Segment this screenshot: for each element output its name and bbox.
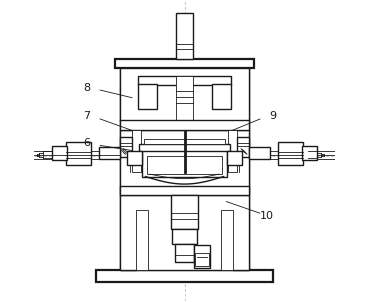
Bar [171, 194, 198, 229]
Bar [52, 146, 67, 160]
Bar [142, 149, 227, 177]
Bar [144, 139, 225, 144]
Bar [120, 194, 249, 270]
Bar [227, 151, 242, 165]
Text: 8: 8 [83, 83, 90, 93]
Bar [120, 130, 249, 194]
Bar [139, 144, 230, 151]
Bar [147, 156, 222, 174]
Text: 9: 9 [270, 111, 277, 121]
Bar [234, 62, 249, 270]
Bar [176, 76, 193, 121]
Bar [120, 120, 249, 130]
Bar [302, 146, 317, 160]
Bar [193, 245, 210, 268]
Bar [278, 142, 303, 165]
Bar [120, 68, 249, 121]
Text: 6: 6 [83, 139, 90, 149]
Bar [120, 137, 132, 157]
Bar [175, 244, 194, 262]
Bar [228, 130, 237, 172]
Bar [66, 142, 91, 165]
Bar [127, 151, 142, 165]
Bar [99, 147, 120, 159]
Bar [137, 210, 148, 270]
Bar [195, 252, 208, 266]
Text: 7: 7 [83, 111, 90, 121]
Bar [172, 229, 197, 244]
Bar [138, 76, 231, 85]
Bar [120, 62, 135, 270]
Bar [96, 270, 273, 282]
Bar [176, 13, 193, 59]
Bar [211, 84, 231, 109]
Bar [132, 130, 141, 172]
Bar [249, 147, 270, 159]
Bar [221, 210, 232, 270]
Bar [237, 137, 249, 157]
Bar [138, 84, 158, 109]
Bar [120, 185, 249, 194]
Text: 10: 10 [260, 210, 274, 221]
Bar [115, 59, 254, 68]
